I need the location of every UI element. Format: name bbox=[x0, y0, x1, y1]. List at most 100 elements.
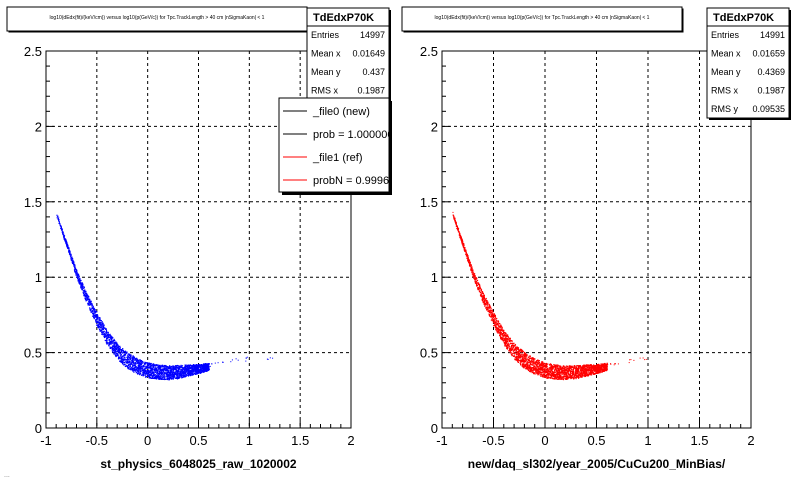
scatter-point bbox=[58, 219, 60, 220]
scatter-point bbox=[116, 346, 118, 348]
scatter-point bbox=[167, 375, 169, 377]
scatter-point bbox=[571, 365, 573, 367]
scatter-point bbox=[491, 309, 493, 311]
scatter-point bbox=[98, 322, 100, 324]
scatter-point bbox=[525, 357, 527, 359]
scatter-point bbox=[516, 346, 518, 348]
scatter-point bbox=[554, 375, 557, 377]
scatter-point bbox=[100, 324, 102, 326]
scatter-point bbox=[123, 358, 125, 360]
scatter-point bbox=[114, 349, 116, 351]
scatter-point bbox=[73, 262, 75, 264]
scatter-point bbox=[93, 312, 95, 314]
scatter-point bbox=[536, 361, 538, 363]
scatter-point bbox=[117, 358, 120, 360]
scatter-point bbox=[527, 366, 529, 369]
scatter-point bbox=[142, 371, 144, 373]
left-pad[interactable]: -1 -0.5 0 0.5 1 1.5 200.511.522.5st_physics_60… bbox=[6, 6, 401, 471]
scatter-point bbox=[106, 342, 108, 344]
scatter-point bbox=[150, 369, 153, 371]
scatter-point bbox=[74, 270, 76, 273]
scatter-point bbox=[579, 369, 582, 371]
scatter-point bbox=[583, 366, 585, 368]
legend-label: _file1 (ref) bbox=[312, 152, 363, 164]
scatter-point bbox=[198, 372, 200, 374]
scatter-point bbox=[581, 376, 583, 378]
scatter-point bbox=[195, 373, 197, 375]
scatter-point bbox=[120, 351, 122, 353]
scatter-point bbox=[140, 368, 142, 370]
scatter-point bbox=[138, 363, 140, 365]
scatter-point bbox=[118, 348, 120, 350]
scatter-point bbox=[533, 369, 535, 372]
stats-label: Mean y bbox=[311, 67, 341, 77]
scatter-point bbox=[570, 376, 572, 378]
scatter-point bbox=[122, 352, 125, 354]
scatter-point bbox=[95, 316, 97, 318]
scatter-point bbox=[506, 340, 508, 342]
scatter-point bbox=[469, 261, 471, 263]
scatter-point bbox=[65, 243, 67, 244]
x-tick-label: 1.5 bbox=[690, 433, 708, 448]
scatter-point bbox=[201, 364, 203, 366]
scatter-point bbox=[550, 373, 552, 375]
scatter-point bbox=[562, 365, 564, 367]
scatter-point bbox=[182, 368, 184, 370]
scatter-point bbox=[526, 361, 528, 363]
scatter-point bbox=[195, 370, 197, 372]
scatter-point bbox=[573, 371, 575, 373]
scatter-point bbox=[594, 365, 596, 367]
scatter-point bbox=[600, 365, 602, 367]
scatter-point bbox=[205, 365, 207, 367]
scatter-point bbox=[583, 375, 585, 377]
scatter-point bbox=[84, 292, 86, 295]
scatter-point bbox=[176, 372, 178, 374]
scatter-point bbox=[139, 359, 141, 361]
scatter-point bbox=[600, 367, 603, 369]
scatter-point bbox=[194, 373, 196, 375]
scatter-point bbox=[208, 367, 210, 369]
scatter-point bbox=[542, 371, 544, 373]
scatter-point bbox=[549, 373, 551, 375]
scatter-point bbox=[542, 364, 544, 366]
scatter-point bbox=[540, 375, 542, 377]
scatter-point bbox=[105, 335, 107, 337]
scatter-point bbox=[188, 374, 190, 376]
scatter-point bbox=[461, 239, 463, 241]
scatter-point bbox=[120, 359, 122, 361]
scatter-point bbox=[178, 365, 180, 367]
scatter-point bbox=[182, 367, 184, 369]
scatter-point bbox=[85, 290, 87, 292]
scatter-point bbox=[189, 372, 191, 374]
scatter-point bbox=[137, 366, 139, 368]
scatter-point bbox=[552, 371, 554, 374]
scatter-point bbox=[560, 375, 562, 377]
scatter-point bbox=[592, 367, 595, 370]
scatter-point bbox=[154, 370, 156, 372]
scatter-point bbox=[570, 373, 572, 375]
scatter-point bbox=[526, 364, 529, 366]
scatter-point bbox=[187, 368, 189, 370]
x-tick-label: 2 bbox=[747, 433, 754, 448]
scatter-point bbox=[478, 282, 480, 284]
scatter-point bbox=[528, 361, 530, 363]
scatter-point bbox=[202, 366, 204, 368]
scatter-point bbox=[203, 371, 205, 373]
scatter-point bbox=[111, 351, 114, 353]
scatter-point bbox=[168, 375, 170, 377]
scatter-point bbox=[97, 315, 99, 317]
scatter-point bbox=[580, 372, 582, 374]
scatter-point bbox=[162, 370, 164, 372]
scatter-point bbox=[521, 356, 523, 358]
right-pad[interactable]: -1 -0.5 0 0.5 1 1.5 200.511.522.5new/daq_sl302… bbox=[401, 6, 791, 471]
scatter-point bbox=[85, 294, 87, 296]
scatter-point bbox=[127, 356, 129, 358]
scatter-point bbox=[518, 351, 520, 353]
scatter-point bbox=[166, 369, 168, 371]
scatter-point bbox=[534, 358, 536, 360]
scatter-point bbox=[65, 238, 67, 240]
scatter-point bbox=[509, 351, 512, 353]
scatter-point bbox=[181, 376, 183, 379]
scatter-point bbox=[113, 349, 115, 351]
scatter-point bbox=[58, 217, 60, 219]
